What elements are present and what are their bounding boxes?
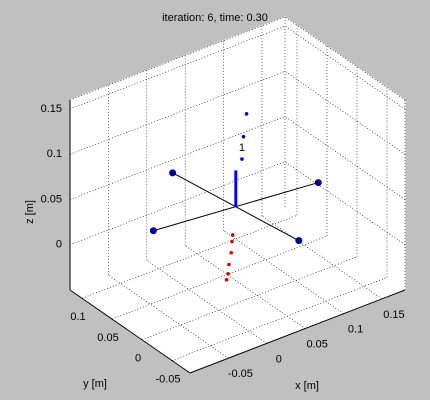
grid-line — [69, 71, 286, 155]
x-axis — [189, 289, 406, 374]
grid-line — [69, 161, 286, 246]
rotor — [295, 237, 303, 245]
x-axis-label: x [m] — [295, 380, 319, 392]
grid-line — [108, 274, 229, 359]
x-tick-label: -0.05 — [228, 368, 253, 380]
grid-line — [146, 260, 267, 344]
trajectory-point — [230, 239, 234, 244]
rotor — [314, 179, 322, 187]
y-axis-label: y [m] — [83, 378, 107, 390]
trajectory-point — [226, 272, 230, 276]
y-axis — [69, 289, 191, 374]
y-tick-label: 0 — [135, 353, 141, 365]
y-tick-label: -0.05 — [155, 373, 180, 385]
y-tick-label: 0.05 — [97, 332, 118, 344]
chart-title: iteration: 6, time: 0.30 — [162, 12, 268, 24]
trajectory-point — [244, 112, 249, 116]
trajectory-point — [227, 262, 231, 267]
annotation: 1 — [239, 142, 245, 154]
box-edge — [69, 16, 286, 101]
x-tick-label: 0.1 — [348, 324, 363, 336]
grid-line — [171, 277, 388, 361]
box-edge — [284, 16, 406, 101]
trajectory-point — [230, 233, 235, 237]
quad-arm — [172, 172, 300, 242]
trajectory-point — [240, 157, 244, 161]
x-tick-label: 0 — [276, 353, 282, 365]
rotor — [169, 169, 177, 177]
rotor — [149, 227, 157, 235]
y-tick-label: 0.1 — [70, 311, 85, 323]
grid-line — [69, 25, 286, 110]
grid-line — [69, 116, 286, 200]
z-axis-label: z [m] — [24, 200, 36, 224]
grid-line — [261, 215, 383, 300]
grid-line — [284, 116, 406, 200]
grid-line — [284, 25, 406, 110]
grid-line — [284, 71, 406, 155]
z-tick-label: 0.05 — [41, 193, 62, 205]
trajectory-point — [224, 278, 229, 282]
z-tick-label: 0.15 — [41, 103, 62, 115]
grid-line — [141, 256, 358, 341]
grid-line — [185, 245, 306, 329]
z-tick-label: 0.1 — [47, 148, 62, 160]
x-tick-label: 0.15 — [383, 309, 404, 321]
trajectory-point — [241, 134, 246, 139]
grid-line — [223, 230, 344, 314]
grid-line — [111, 235, 328, 320]
grid-line — [284, 161, 406, 246]
x-tick-label: 0.05 — [306, 338, 327, 350]
grid-line — [81, 215, 298, 299]
trajectory-point — [229, 250, 234, 255]
z-tick-label: 0 — [56, 239, 62, 251]
